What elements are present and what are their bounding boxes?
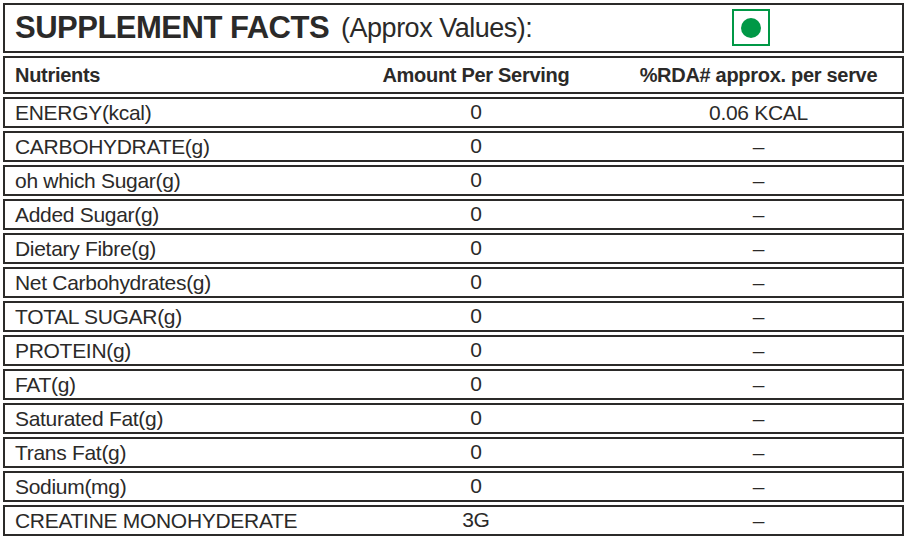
rda-value: – [615, 304, 902, 330]
table-row: CARBOHYDRATE(g) 0 – [3, 131, 904, 162]
nutrient-name: Dietary Fibre(g) [5, 236, 337, 262]
nutrient-name: PROTEIN(g) [5, 338, 337, 364]
table-row: Net Carbohydrates(g) 0 – [3, 267, 904, 298]
nutrient-name: CARBOHYDRATE(g) [5, 134, 337, 160]
rda-value: – [615, 474, 902, 500]
amount-value: 0 [337, 269, 615, 295]
page-title: SUPPLEMENT FACTS [15, 10, 329, 46]
supplement-facts-panel: SUPPLEMENT FACTS (Approx Values): Nutrie… [3, 3, 904, 539]
amount-value: 0 [337, 371, 615, 397]
nutrient-name: Trans Fat(g) [5, 440, 337, 466]
rda-value: – [615, 372, 902, 398]
nutrient-name: ENERGY(kcal) [5, 100, 337, 126]
amount-value: 0 [337, 303, 615, 329]
nutrient-name: FAT(g) [5, 372, 337, 398]
rda-value: – [615, 338, 902, 364]
title-bar: SUPPLEMENT FACTS (Approx Values): [3, 3, 904, 53]
column-header-nutrients: Nutrients [5, 64, 337, 87]
rda-value: – [615, 236, 902, 262]
amount-value: 0 [337, 99, 615, 125]
nutrient-name: Sodium(mg) [5, 474, 337, 500]
amount-value: 0 [337, 201, 615, 227]
amount-value: 0 [337, 167, 615, 193]
rda-value: – [615, 168, 902, 194]
rda-value: – [615, 134, 902, 160]
column-header-rda: %RDA# approx. per serve [615, 64, 902, 87]
rda-value: 0.06 KCAL [615, 100, 902, 126]
amount-value: 0 [337, 405, 615, 431]
table-row: Added Sugar(g) 0 – [3, 199, 904, 230]
rda-value: – [615, 440, 902, 466]
veg-dot-icon [741, 18, 761, 38]
rda-value: – [615, 406, 902, 432]
column-header-amount-per-serving: Amount Per Serving [337, 64, 615, 87]
table-row: PROTEIN(g) 0 – [3, 335, 904, 366]
table-row: oh which Sugar(g) 0 – [3, 165, 904, 196]
table-row: CREATINE MONOHYDERATE 3G – [3, 505, 904, 536]
amount-value: 0 [337, 235, 615, 261]
rda-value: – [615, 270, 902, 296]
table-row: TOTAL SUGAR(g) 0 – [3, 301, 904, 332]
rda-value: – [615, 202, 902, 228]
nutrient-name: Saturated Fat(g) [5, 406, 337, 432]
nutrient-name: CREATINE MONOHYDERATE [5, 508, 337, 534]
amount-value: 3G [337, 507, 615, 533]
nutrient-name: oh which Sugar(g) [5, 168, 337, 194]
amount-value: 0 [337, 473, 615, 499]
table-row: Saturated Fat(g) 0 – [3, 403, 904, 434]
nutrient-name: TOTAL SUGAR(g) [5, 304, 337, 330]
table-header-row: Nutrients Amount Per Serving %RDA# appro… [3, 56, 904, 94]
nutrient-name: Net Carbohydrates(g) [5, 270, 337, 296]
table-row: FAT(g) 0 – [3, 369, 904, 400]
amount-value: 0 [337, 337, 615, 363]
rda-value: – [615, 508, 902, 534]
table-row: ENERGY(kcal) 0 0.06 KCAL [3, 97, 904, 128]
amount-value: 0 [337, 133, 615, 159]
table-row: Trans Fat(g) 0 – [3, 437, 904, 468]
veg-symbol-icon [732, 9, 770, 46]
table-row: Dietary Fibre(g) 0 – [3, 233, 904, 264]
title-subtext: (Approx Values): [341, 13, 532, 44]
table-row: Sodium(mg) 0 – [3, 471, 904, 502]
table-body: ENERGY(kcal) 0 0.06 KCAL CARBOHYDRATE(g)… [3, 97, 904, 536]
amount-value: 0 [337, 439, 615, 465]
nutrient-name: Added Sugar(g) [5, 202, 337, 228]
